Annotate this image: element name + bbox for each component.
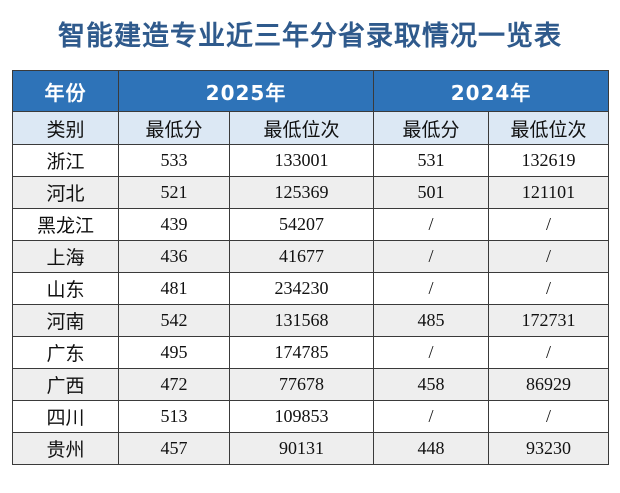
province-cell: 河北 xyxy=(12,176,119,209)
province-cell: 浙江 xyxy=(12,144,119,177)
score-2024-cell: / xyxy=(373,336,490,369)
rank-2025-cell: 131568 xyxy=(228,304,375,337)
province-cell: 广西 xyxy=(12,368,119,401)
rank-2024-cell: 132619 xyxy=(488,144,610,177)
rank-2025-cell: 54207 xyxy=(228,208,375,241)
table-row: 山东 481 234230 / / xyxy=(12,272,610,305)
table-row: 浙江 533 133001 531 132619 xyxy=(12,144,610,177)
score-2025-cell: 513 xyxy=(118,400,230,433)
page-title: 智能建造专业近三年分省录取情况一览表 xyxy=(58,21,562,51)
year-header-row: 年份 2025年 2024年 xyxy=(12,70,610,112)
score-2025-cell: 472 xyxy=(118,368,230,401)
table-row: 广西 472 77678 458 86929 xyxy=(12,368,610,401)
min-score-2025-header: 最低分 xyxy=(118,111,230,145)
rank-2024-cell: / xyxy=(488,208,610,241)
min-score-2024-header: 最低分 xyxy=(373,111,490,145)
score-2025-cell: 542 xyxy=(118,304,230,337)
rank-2025-cell: 125369 xyxy=(228,176,375,209)
table-row: 河北 521 125369 501 121101 xyxy=(12,176,610,209)
admission-table: 年份 2025年 2024年 类别 最低分 最低位次 最低分 最低位次 浙江 5… xyxy=(12,70,610,465)
province-cell: 广东 xyxy=(12,336,119,369)
min-rank-2024-header: 最低位次 xyxy=(488,111,610,145)
table-row: 四川 513 109853 / / xyxy=(12,400,610,433)
score-2024-cell: / xyxy=(373,240,490,273)
rank-2024-cell: / xyxy=(488,272,610,305)
rank-2024-cell: / xyxy=(488,400,610,433)
table-row: 上海 436 41677 / / xyxy=(12,240,610,273)
category-label-cell: 类别 xyxy=(12,111,119,145)
rank-2024-cell: 172731 xyxy=(488,304,610,337)
rank-2024-cell: 93230 xyxy=(488,432,610,465)
rank-2025-cell: 234230 xyxy=(228,272,375,305)
rank-2024-cell: 86929 xyxy=(488,368,610,401)
score-2024-cell: 531 xyxy=(373,144,490,177)
score-2024-cell: 448 xyxy=(373,432,490,465)
rank-2025-cell: 109853 xyxy=(228,400,375,433)
score-2024-cell: 485 xyxy=(373,304,490,337)
score-2025-cell: 481 xyxy=(118,272,230,305)
rank-2025-cell: 174785 xyxy=(228,336,375,369)
table-row: 河南 542 131568 485 172731 xyxy=(12,304,610,337)
rank-2025-cell: 41677 xyxy=(228,240,375,273)
year-2024-header: 2024年 xyxy=(373,70,610,112)
table-row: 黑龙江 439 54207 / / xyxy=(12,208,610,241)
rank-2024-cell: / xyxy=(488,336,610,369)
rank-2025-cell: 90131 xyxy=(228,432,375,465)
score-2025-cell: 495 xyxy=(118,336,230,369)
province-cell: 四川 xyxy=(12,400,119,433)
year-label-cell: 年份 xyxy=(12,70,119,112)
score-2024-cell: 458 xyxy=(373,368,490,401)
score-2025-cell: 521 xyxy=(118,176,230,209)
table-row: 广东 495 174785 / / xyxy=(12,336,610,369)
score-2024-cell: / xyxy=(373,400,490,433)
score-2024-cell: 501 xyxy=(373,176,490,209)
rank-2024-cell: 121101 xyxy=(488,176,610,209)
rank-2025-cell: 133001 xyxy=(228,144,375,177)
category-header-row: 类别 最低分 最低位次 最低分 最低位次 xyxy=(12,111,610,145)
score-2025-cell: 457 xyxy=(118,432,230,465)
score-2025-cell: 436 xyxy=(118,240,230,273)
province-cell: 河南 xyxy=(12,304,119,337)
year-2025-header: 2025年 xyxy=(117,70,375,112)
province-cell: 黑龙江 xyxy=(12,208,119,241)
province-cell: 山东 xyxy=(12,272,119,305)
province-cell: 上海 xyxy=(12,240,119,273)
score-2024-cell: / xyxy=(373,208,490,241)
table-row: 贵州 457 90131 448 93230 xyxy=(12,432,610,465)
score-2025-cell: 439 xyxy=(118,208,230,241)
rank-2025-cell: 77678 xyxy=(228,368,375,401)
province-cell: 贵州 xyxy=(12,432,119,465)
min-rank-2025-header: 最低位次 xyxy=(228,111,375,145)
score-2025-cell: 533 xyxy=(118,144,230,177)
score-2024-cell: / xyxy=(373,272,490,305)
rank-2024-cell: / xyxy=(488,240,610,273)
